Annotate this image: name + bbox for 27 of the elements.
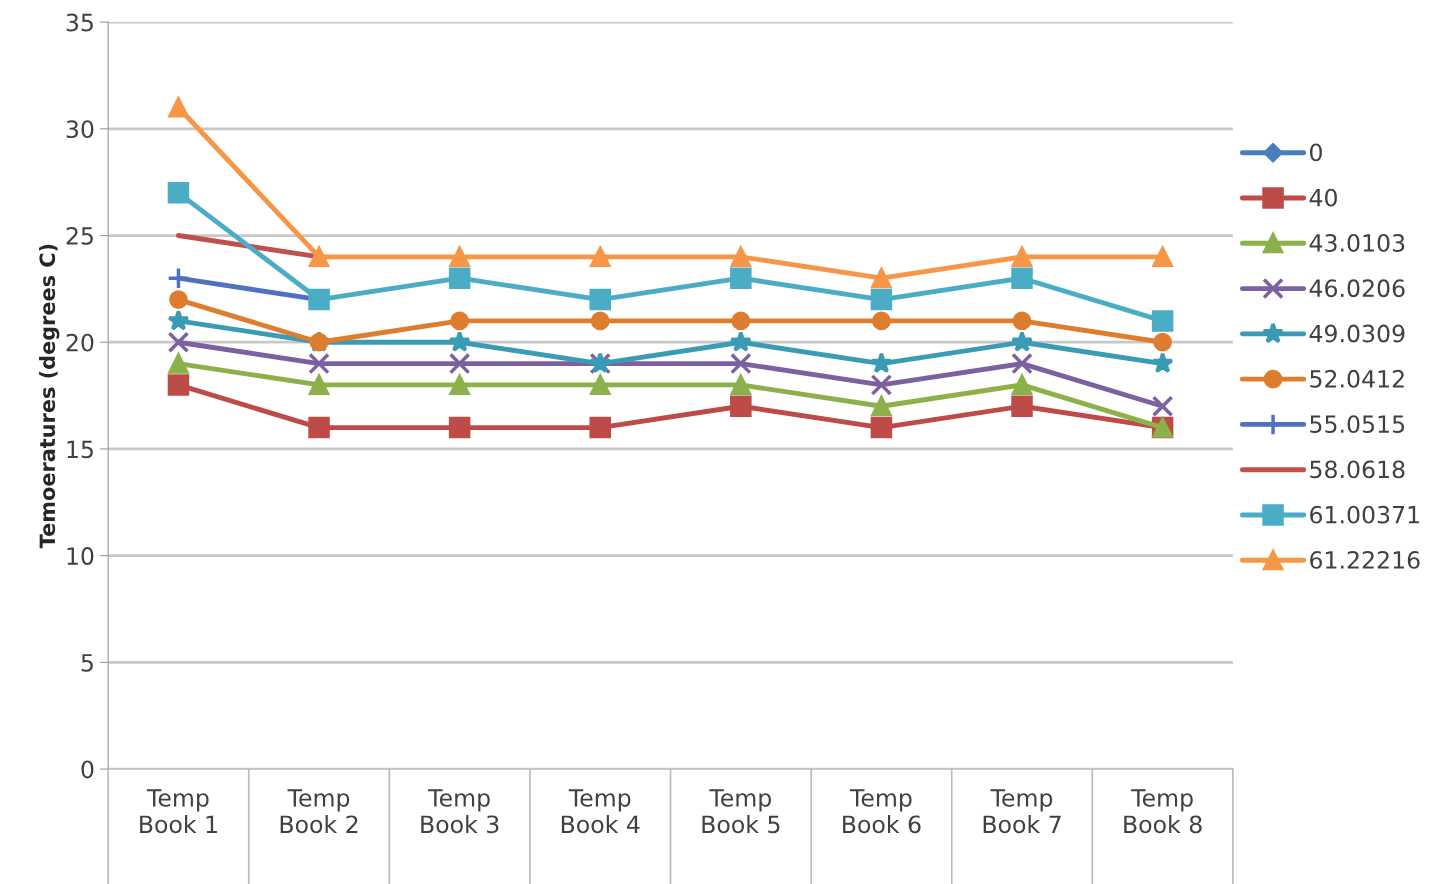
x-tick-label: Temp Book 7 bbox=[983, 789, 1061, 834]
y-tick-label: 5 bbox=[81, 654, 93, 672]
x-tick-label: Temp Book 1 bbox=[140, 789, 217, 834]
legend-label: 43.0103 bbox=[1309, 234, 1405, 252]
legend-label: 49.0309 bbox=[1309, 324, 1405, 343]
legend-label: 46.0206 bbox=[1309, 279, 1405, 298]
legend-label: 52.0412 bbox=[1310, 369, 1404, 388]
y-tick-label: 20 bbox=[66, 333, 94, 352]
y-tick-label: 25 bbox=[66, 226, 93, 245]
y-tick-label: 10 bbox=[67, 547, 94, 565]
x-tick-label: Temp Book 4 bbox=[561, 789, 640, 834]
x-tick-label: Temp Book 8 bbox=[1124, 789, 1202, 834]
y-axis-title: Temoeratures (degrees C) bbox=[39, 244, 60, 549]
x-tick-label: Temp Book 3 bbox=[421, 789, 499, 834]
legend-label: 58.0618 bbox=[1310, 460, 1405, 479]
legend-label: 0 bbox=[1310, 143, 1322, 162]
y-tick-label: 35 bbox=[66, 13, 93, 32]
y-tick-label: 0 bbox=[81, 760, 94, 779]
legend-label: 61.00371 bbox=[1310, 505, 1419, 524]
legend-label: 55.0515 bbox=[1310, 415, 1405, 434]
legend-label: 61.22216 bbox=[1310, 551, 1420, 569]
legend-label: 40 bbox=[1309, 188, 1337, 207]
y-tick-label: 30 bbox=[66, 120, 94, 139]
x-tick-label: Temp Book 2 bbox=[280, 789, 358, 834]
y-tick-label: 15 bbox=[67, 440, 93, 459]
x-tick-label: Temp Book 6 bbox=[843, 789, 921, 834]
x-tick-label: Temp Book 5 bbox=[702, 789, 780, 834]
